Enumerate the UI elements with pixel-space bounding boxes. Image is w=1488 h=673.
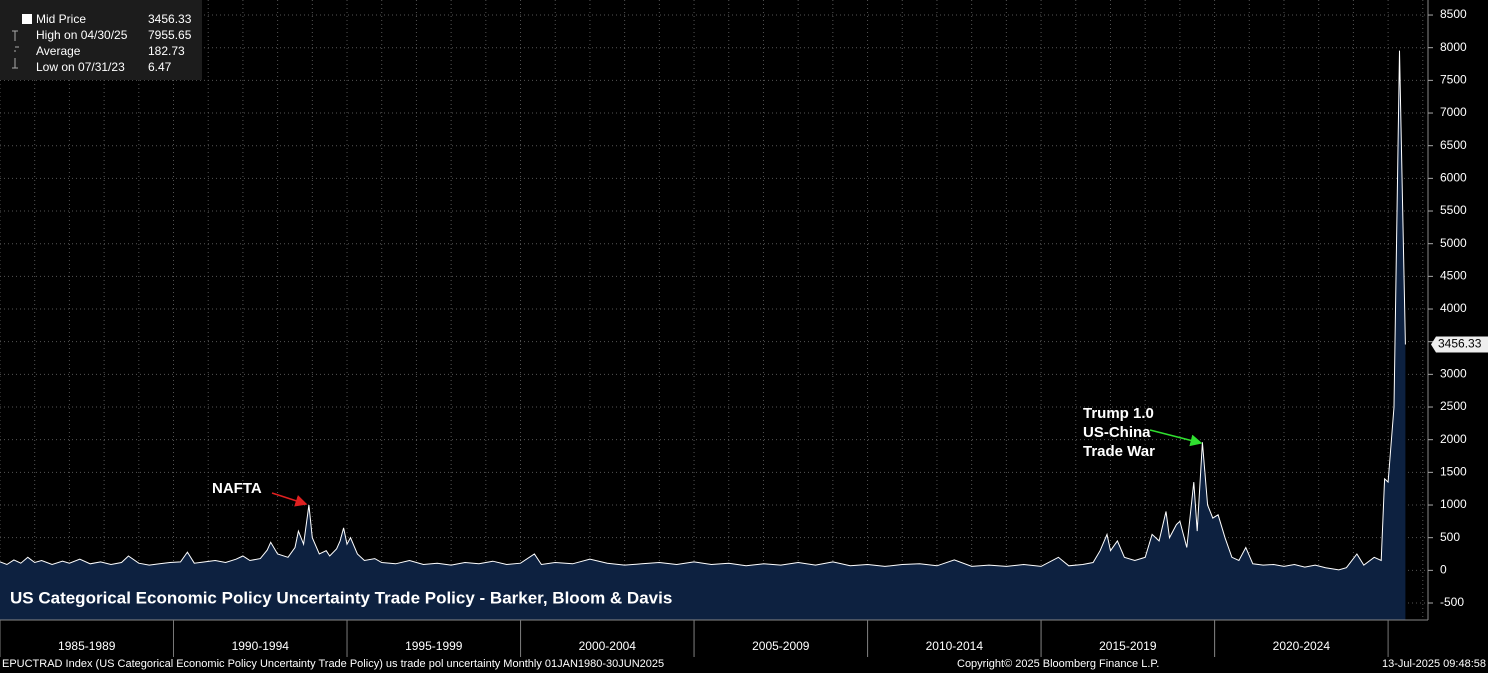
x-tick-label: 1990-1994	[232, 639, 290, 653]
x-tick-label: 2005-2009	[752, 639, 810, 653]
timestamp: 13-Jul-2025 09:48:58	[1382, 658, 1486, 670]
y-tick-label: 500	[1440, 530, 1460, 544]
copyright: Copyright© 2025 Bloomberg Finance L.P.	[957, 658, 1159, 670]
y-tick-label: 6500	[1440, 138, 1467, 152]
legend-label: Mid Price	[36, 12, 86, 26]
annotation-arrow	[1149, 429, 1203, 447]
legend-value: 182.73	[148, 44, 185, 58]
y-tick-label: 2000	[1440, 432, 1467, 446]
y-tick-label: 6000	[1440, 171, 1467, 185]
line	[0, 50, 1406, 571]
annotation: NAFTA	[212, 480, 262, 497]
legend-label: High on 04/30/25	[36, 28, 128, 42]
y-tick-label: 0	[1440, 563, 1447, 577]
axis-labels: -500050010001500200025003000350040004500…	[0, 7, 1488, 657]
y-tick-label: 4000	[1440, 301, 1467, 315]
y-tick-label: 7000	[1440, 105, 1467, 119]
x-tick-label: 1995-1999	[405, 639, 463, 653]
legend-label: Average	[36, 44, 81, 58]
x-tick-label: 2010-2014	[926, 639, 984, 653]
x-tick-label: 1985-1989	[58, 639, 116, 653]
legend-value: 3456.33	[148, 12, 192, 26]
y-tick-label: 4500	[1440, 269, 1467, 283]
plot	[0, 50, 1406, 621]
legend-icons	[12, 30, 19, 69]
legend-box	[0, 0, 202, 80]
last-value-box	[1431, 336, 1488, 353]
annotation: Trade War	[1083, 443, 1155, 460]
x-tick-label: 2000-2004	[579, 639, 637, 653]
x-tick-label: 2020-2024	[1273, 639, 1331, 653]
legend: Mid Price 3456.33 High on 04/30/25 7955.…	[0, 0, 202, 80]
x-tick-label: 2015-2019	[1099, 639, 1157, 653]
legend-value: 6.47	[148, 60, 172, 74]
legend-label: Low on 07/31/23	[36, 60, 125, 74]
y-tick-label: 1000	[1440, 497, 1467, 511]
y-tick-label: 5500	[1440, 203, 1467, 217]
y-tick-label: 7500	[1440, 73, 1467, 87]
annotation: Trump 1.0	[1083, 405, 1154, 422]
source: EPUCTRAD Index (US Categorical Economic …	[2, 658, 664, 670]
last-value-label: 3456.33	[1438, 337, 1482, 351]
annotation-arrow	[271, 492, 308, 507]
y-tick-label: 3000	[1440, 367, 1467, 381]
y-tick-label: 5000	[1440, 236, 1467, 250]
y-tick-label: 8000	[1440, 40, 1467, 54]
annotation: US-China	[1083, 424, 1151, 441]
chart-title: US Categorical Economic Policy Uncertain…	[10, 588, 672, 607]
legend-swatch	[22, 14, 32, 24]
y-tick-label: 2500	[1440, 399, 1467, 413]
y-tick-label: 8500	[1440, 7, 1467, 21]
y-tick-label: 1500	[1440, 465, 1467, 479]
grid	[0, 0, 1428, 620]
y-tick-label: -500	[1440, 595, 1464, 609]
legend-value: 7955.65	[148, 28, 192, 42]
